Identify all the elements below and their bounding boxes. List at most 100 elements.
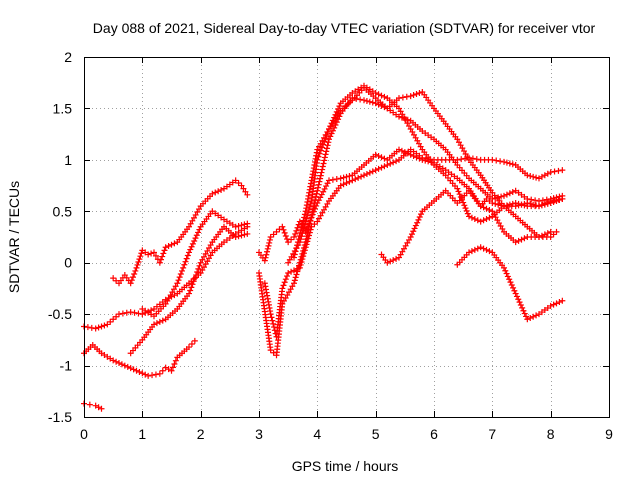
data-point-interp: [398, 147, 405, 154]
data-point-interp: [503, 270, 510, 277]
data-point-interp: [238, 222, 245, 229]
data-point-interp: [158, 256, 164, 263]
data-point: [244, 220, 251, 227]
data-point: [524, 200, 531, 207]
data-point-interp: [458, 156, 465, 163]
data-point-interp: [410, 92, 417, 99]
data-point-interp: [159, 253, 166, 260]
data-point-interp: [191, 275, 198, 282]
data-point: [524, 172, 531, 179]
data-point: [536, 234, 542, 240]
x-tick-label: 3: [255, 426, 263, 442]
data-point-interp: [335, 106, 342, 112]
data-point-interp: [153, 320, 160, 327]
data-point-interp: [191, 238, 198, 244]
data-point-interp: [300, 247, 307, 254]
data-point-interp: [506, 276, 513, 283]
data-point-interp: [293, 227, 300, 234]
data-point-interp: [184, 252, 191, 259]
data-point-interp: [369, 168, 376, 175]
data-point-interp: [375, 153, 382, 159]
data-point-interp: [187, 287, 194, 294]
data-point: [477, 244, 484, 251]
data-point-interp: [304, 230, 311, 237]
data-point-interp: [333, 176, 340, 183]
x-tick-labels: 0 1 2 3 4 5 6 7 8 9: [80, 426, 613, 442]
data-point-interp: [295, 236, 302, 243]
data-point: [407, 93, 414, 100]
data-point-interp: [455, 188, 462, 195]
data-point: [261, 257, 268, 264]
data-point-interp: [328, 120, 335, 127]
data-point-interp: [165, 243, 172, 249]
data-point-interp: [471, 246, 478, 253]
data-point-interp: [413, 91, 420, 98]
data-point-interp: [215, 188, 222, 195]
data-point-interp: [187, 246, 194, 253]
data-point-interp: [403, 93, 410, 100]
x-tick-label: 1: [138, 426, 146, 442]
data-point-interp: [194, 268, 201, 275]
data-point-interp: [313, 190, 320, 197]
data-point: [244, 230, 251, 237]
data-point: [302, 239, 309, 246]
data-point-interp: [553, 198, 560, 204]
data-point-interp: [118, 361, 125, 368]
data-point-interp: [238, 232, 245, 239]
data-point: [547, 302, 554, 309]
data-point-interp: [329, 176, 336, 183]
data-point-interp: [88, 324, 95, 331]
data-point-interp: [412, 222, 419, 229]
data-point-interp: [142, 371, 149, 378]
data-point-interp: [486, 207, 493, 213]
data-point-interp: [319, 144, 325, 151]
data-point-interp: [312, 196, 319, 203]
data-point: [419, 154, 426, 161]
data-point-interp: [268, 314, 275, 321]
data-point-interp: [533, 174, 540, 181]
data-point-interp: [474, 245, 481, 252]
data-point-interp: [378, 164, 385, 171]
data-point-interp: [352, 176, 359, 183]
data-point-interp: [358, 173, 365, 180]
data-point: [110, 357, 117, 364]
data-point-interp: [304, 233, 311, 240]
data-point-interp: [128, 277, 135, 284]
data-point-interp: [280, 226, 287, 233]
data-point-interp: [292, 230, 299, 237]
data-point-interp: [295, 265, 302, 272]
data-point-interp: [176, 274, 183, 281]
data-point-interp: [134, 261, 141, 268]
data-point: [407, 151, 414, 158]
data-point-interp: [538, 202, 545, 209]
data-point-interp: [497, 158, 504, 165]
data-point-interp: [473, 156, 480, 163]
data-point-interp: [310, 202, 317, 209]
data-point-interp: [375, 165, 382, 172]
data-point-interp: [474, 217, 481, 224]
data-point-interp: [517, 302, 524, 308]
data-point-interp: [539, 197, 546, 204]
data-point: [168, 367, 175, 374]
data-point-interp: [298, 223, 305, 230]
data-point: [326, 136, 332, 143]
data-point: [267, 311, 274, 318]
data-point-interp: [550, 301, 557, 308]
data-point-interp: [346, 173, 353, 180]
data-point-interp: [171, 361, 178, 368]
data-point-interp: [320, 160, 327, 167]
data-point-interp: [357, 96, 364, 103]
data-point-interp: [416, 214, 423, 220]
data-point-interp: [264, 248, 271, 255]
data-point-interp: [318, 191, 325, 198]
data-point-interp: [556, 299, 563, 306]
data-point-interp: [462, 205, 469, 212]
data-point-interp: [188, 284, 195, 291]
data-point-interp: [306, 224, 313, 231]
data-point: [372, 151, 379, 158]
y-tick-label: -1: [60, 358, 73, 374]
data-point: [501, 192, 507, 199]
data-point-interp: [513, 293, 520, 300]
data-point-interp: [381, 163, 388, 170]
data-point: [349, 177, 356, 184]
